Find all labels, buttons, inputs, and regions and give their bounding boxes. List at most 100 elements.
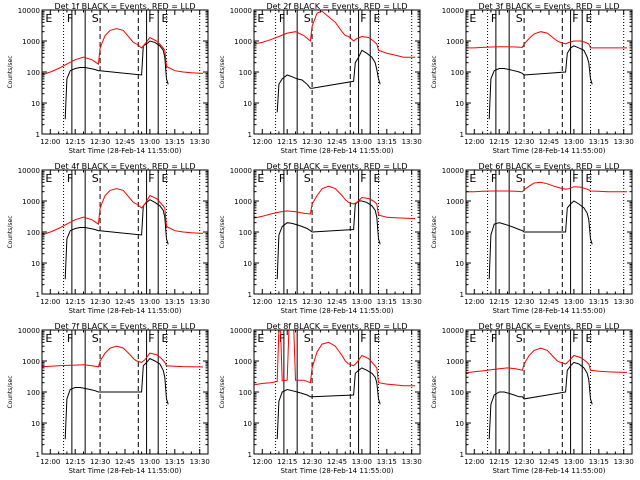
marker-label-e: E — [469, 172, 476, 185]
x-tick-label: 12:30 — [302, 138, 322, 146]
marker-label-s: S — [516, 172, 523, 185]
panel-data — [254, 330, 415, 440]
x-axis-title: Start Time (28-Feb-14 11:55:00) — [280, 147, 393, 155]
y-tick-label: 10 — [31, 260, 40, 268]
panel-title: Det 7f BLACK = Events, RED = LLD — [54, 322, 195, 331]
y-tick-label: 1000 — [22, 358, 40, 366]
panel-title: Det 4f BLACK = Events, RED = LLD — [54, 162, 195, 171]
y-tick-label: 1 — [36, 131, 40, 139]
marker-label-e: E — [586, 12, 593, 25]
x-tick-label: 12:00 — [464, 138, 484, 146]
y-tick-label: 1 — [36, 291, 40, 299]
lld-series-line — [466, 181, 627, 193]
x-axis-title: Start Time (28-Feb-14 11:55:00) — [280, 307, 393, 315]
y-tick-label: 10000 — [230, 167, 252, 175]
x-tick-label: 13:15 — [377, 138, 397, 146]
events-series-line — [276, 200, 381, 280]
y-tick-label: 10000 — [442, 327, 464, 335]
marker-label-e: E — [45, 12, 52, 25]
x-tick-label: 12:15 — [277, 298, 297, 306]
x-axis-title: Start Time (28-Feb-14 11:55:00) — [492, 307, 605, 315]
y-tick-label: 10000 — [230, 327, 252, 335]
y-axis-title: Counts/sec — [7, 375, 14, 408]
x-axis-title: Start Time (28-Feb-14 11:55:00) — [68, 147, 181, 155]
panel-data — [42, 345, 204, 440]
y-tick-label: 1000 — [446, 38, 464, 46]
x-tick-label: 13:30 — [190, 138, 210, 146]
marker-label-f: F — [67, 332, 73, 345]
y-tick-label: 100 — [451, 229, 464, 237]
x-tick-label: 13:15 — [165, 138, 185, 146]
y-tick-label: 10000 — [18, 7, 40, 15]
y-tick-label: 100 — [239, 389, 252, 397]
x-tick-label: 12:00 — [464, 458, 484, 466]
x-tick-label: 13:15 — [377, 298, 397, 306]
marker-label-f: F — [67, 12, 73, 25]
y-tick-label: 100 — [451, 69, 464, 77]
y-tick-label: 1 — [36, 451, 40, 459]
marker-label-f: F — [67, 172, 73, 185]
x-tick-label: 12:15 — [277, 138, 297, 146]
y-tick-label: 100 — [451, 389, 464, 397]
marker-label-f: F — [279, 12, 285, 25]
x-tick-label: 12:30 — [514, 298, 534, 306]
panel-data — [42, 28, 204, 120]
x-axis-title: Start Time (28-Feb-14 11:55:00) — [492, 147, 605, 155]
y-axis-title: Counts/sec — [431, 215, 438, 248]
y-tick-label: 10000 — [18, 327, 40, 335]
x-tick-label: 13:30 — [402, 138, 422, 146]
marker-label-s: S — [516, 332, 523, 345]
panel-title: Det 3f BLACK = Events, RED = LLD — [478, 2, 619, 11]
y-tick-label: 10000 — [18, 167, 40, 175]
y-tick-label: 10000 — [230, 7, 252, 15]
y-axis-title: Counts/sec — [7, 215, 14, 248]
marker-label-e: E — [257, 172, 264, 185]
panel-frame — [253, 169, 421, 295]
lld-series-line — [466, 31, 627, 49]
marker-label-s: S — [516, 12, 523, 25]
x-tick-label: 12:30 — [514, 458, 534, 466]
x-tick-label: 13:15 — [589, 138, 609, 146]
x-tick-label: 12:00 — [40, 458, 60, 466]
panel-title: Det 5f BLACK = Events, RED = LLD — [266, 162, 407, 171]
x-tick-label: 12:15 — [489, 458, 509, 466]
marker-label-s: S — [92, 12, 99, 25]
y-axis-title: Counts/sec — [7, 55, 14, 88]
y-tick-label: 100 — [239, 69, 252, 77]
y-tick-label: 10 — [31, 420, 40, 428]
y-tick-label: 1 — [248, 451, 252, 459]
marker-label-f: F — [572, 332, 578, 345]
marker-label-f: F — [148, 332, 154, 345]
x-tick-label: 12:30 — [90, 458, 110, 466]
y-tick-label: 100 — [27, 389, 40, 397]
y-tick-label: 10000 — [442, 167, 464, 175]
x-tick-label: 12:45 — [539, 458, 559, 466]
x-tick-label: 12:45 — [115, 298, 135, 306]
panel-data — [42, 188, 204, 280]
x-tick-label: 13:30 — [190, 458, 210, 466]
panel-frame — [465, 329, 633, 455]
y-tick-label: 1000 — [234, 198, 252, 206]
y-tick-label: 10 — [455, 420, 464, 428]
lld-series-line — [254, 185, 416, 220]
y-axis-title: Counts/sec — [219, 375, 226, 408]
x-tick-label: 12:00 — [252, 298, 272, 306]
marker-label-e: E — [162, 172, 169, 185]
x-axis-title: Start Time (28-Feb-14 11:55:00) — [280, 467, 393, 475]
x-tick-label: 13:00 — [140, 298, 160, 306]
x-tick-label: 13:00 — [352, 138, 372, 146]
y-tick-label: 10 — [243, 420, 252, 428]
x-tick-label: 12:45 — [539, 138, 559, 146]
x-tick-label: 12:15 — [277, 458, 297, 466]
panel-frame — [465, 9, 633, 135]
x-tick-label: 13:30 — [402, 458, 422, 466]
x-tick-label: 12:15 — [65, 138, 85, 146]
marker-label-e: E — [257, 12, 264, 25]
y-axis-title: Counts/sec — [219, 215, 226, 248]
y-tick-label: 1000 — [22, 38, 40, 46]
